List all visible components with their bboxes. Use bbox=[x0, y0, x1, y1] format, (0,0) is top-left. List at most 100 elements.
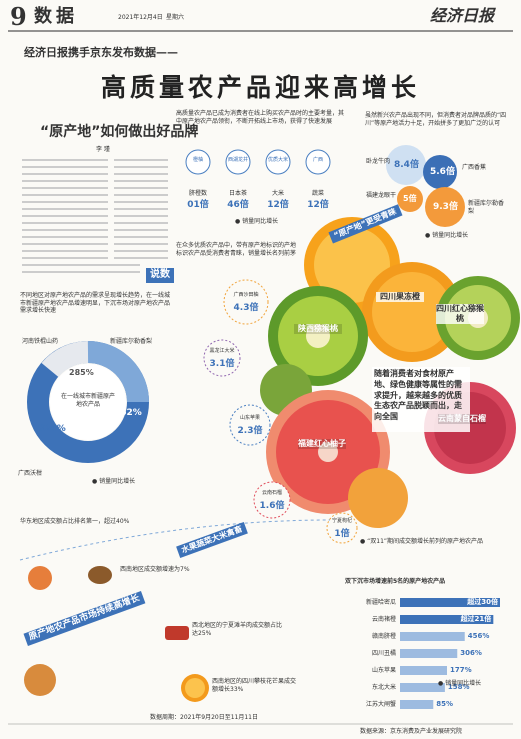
divider-curve bbox=[19, 519, 331, 561]
bar bbox=[400, 683, 445, 692]
donut-center: 在一线城市新疆原产地农产品 bbox=[60, 393, 115, 408]
market-item: 西北地区的宁夏滩羊肉成交额占比达25% bbox=[192, 622, 283, 637]
masthead: 经济日报 bbox=[430, 6, 495, 25]
quote: 随着消费者对食材原产地、绿色健康等属性的需求提升，越来越多的优质生态农产品脱颖而… bbox=[374, 369, 462, 422]
bubble-value: 8.4倍 bbox=[394, 160, 419, 170]
fruit-label: 福建红心柚子 bbox=[298, 439, 346, 449]
market-text: 华东地区成交额占比排名第一，超过40% bbox=[20, 518, 130, 525]
growth-label: 黑龙江大米 bbox=[209, 348, 235, 354]
bar-label: 456% bbox=[467, 632, 490, 640]
bar bbox=[400, 700, 434, 709]
growth-circles bbox=[203, 279, 358, 544]
stat-value: 12倍 bbox=[307, 200, 329, 210]
bubbles bbox=[386, 145, 465, 227]
bar-label: 超过30倍 bbox=[467, 598, 498, 606]
bar-name: 云南褚橙 bbox=[371, 616, 396, 623]
growth-value: 1.6倍 bbox=[259, 501, 285, 511]
donut-note: ● 销量同比增长 bbox=[92, 478, 136, 485]
bar-label: 85% bbox=[436, 700, 454, 708]
stat-icon: 西湖龙井 bbox=[227, 157, 248, 163]
bubble-value: 9.3倍 bbox=[433, 202, 458, 212]
ranking-title: 双下沉市场增速前5名的原产地农产品 bbox=[345, 578, 446, 585]
bubble-label: 广西香蕉 bbox=[462, 164, 487, 171]
bar-name: 新疆哈密瓜 bbox=[365, 599, 396, 606]
article-body-lines bbox=[22, 159, 168, 273]
bar-label: 177% bbox=[450, 666, 472, 674]
origin-caption: 在众多优质农产品中，带有原产地标识的产地标识农产品受消费者青睐，销量增长名列前茅 bbox=[176, 242, 297, 257]
bubble-value: 5.6倍 bbox=[430, 167, 455, 177]
stat-value: 12倍 bbox=[267, 200, 289, 210]
date: 2021年12月4日 bbox=[118, 14, 163, 21]
growth-label: 云南石榴 bbox=[261, 490, 282, 496]
bar-label: 306% bbox=[460, 649, 482, 657]
bar-label: 158% bbox=[447, 683, 470, 691]
growth-value: 1倍 bbox=[334, 529, 350, 539]
stat-value: 46倍 bbox=[227, 200, 249, 210]
market-item: 西南地区的四川攀枝花芒果成交额增长33% bbox=[212, 678, 297, 693]
donut-label: 河南铁棍山药 bbox=[22, 338, 59, 345]
fruit-label: 四川红心猕猴桃 bbox=[436, 304, 484, 324]
donut bbox=[27, 341, 149, 463]
stats-caption: 高质量农产品已成为消费者在线上购买农产品时的主要考量，其中原产地农产品领衔，不断… bbox=[176, 110, 345, 125]
stat-icon: 优质大米 bbox=[267, 157, 288, 163]
food-icons bbox=[24, 566, 209, 702]
bubbles-note: ● 销量同比增长 bbox=[425, 232, 469, 239]
bar-name: 四川丑橘 bbox=[371, 650, 396, 657]
bubble-label: 福建龙眼干 bbox=[366, 192, 397, 199]
fruit-label: 陕西猕猴桃 bbox=[294, 324, 342, 334]
weekday: 星期六 bbox=[166, 14, 185, 21]
origin-note: ● “双11”期间成交额增长前列的原产地农产品 bbox=[360, 538, 483, 545]
growth-value: 3.1倍 bbox=[209, 359, 235, 369]
bubble-label: 卧龙牛肉 bbox=[366, 158, 391, 165]
donut-value: 962% bbox=[114, 408, 142, 418]
bubble-value: 5倍 bbox=[403, 194, 417, 203]
article-author: 李 瑾 bbox=[96, 146, 110, 153]
donut-caption: 不同地区对原产地农产品的需求呈现增长趋势，在一线城市新疆原产地农产品增速明显，下… bbox=[20, 292, 171, 314]
stat-icon: 橙柚 bbox=[192, 157, 203, 163]
bubble-label: 新疆库尔勒香梨 bbox=[468, 200, 505, 215]
headline: 高质量农产品迎来高增长 bbox=[100, 73, 420, 102]
stat-label: 脐橙数 bbox=[188, 190, 207, 197]
page-number: 9 bbox=[10, 2, 27, 31]
bar bbox=[400, 598, 500, 607]
growth-value: 4.3倍 bbox=[233, 303, 259, 313]
section: 数据 bbox=[34, 6, 78, 27]
bar bbox=[400, 666, 448, 675]
kicker: 经济日报携手京东发布数据—— bbox=[24, 46, 178, 59]
ranking-note: ● 销量同比增长 bbox=[438, 680, 482, 687]
bar-name: 东北大米 bbox=[371, 684, 396, 691]
stat-label: 大米 bbox=[271, 190, 284, 197]
fruit-illustration bbox=[260, 217, 520, 528]
growth-label: 山东苹果 bbox=[239, 415, 260, 421]
donut-label: 广西沃柑 bbox=[18, 470, 43, 477]
donut-value: 824% bbox=[38, 424, 66, 434]
stats-note: ● 销量同比增长 bbox=[235, 218, 279, 225]
market-item: 西南地区成交额增速为7% bbox=[120, 566, 190, 573]
bar-name: 赣南脐橙 bbox=[371, 633, 396, 640]
quote-box bbox=[372, 367, 470, 432]
growth-label: 广西沙田柚 bbox=[233, 292, 259, 298]
section-tag: 说数 bbox=[146, 268, 174, 283]
donut-label: 新疆库尔勒香梨 bbox=[110, 338, 153, 345]
bar bbox=[400, 615, 494, 624]
article-title: “原产地”如何做出好品牌 bbox=[40, 124, 199, 140]
stat-icon: 广西 bbox=[312, 157, 323, 163]
bar-name: 山东苹果 bbox=[371, 667, 396, 674]
bar-name: 江苏大闸蟹 bbox=[365, 701, 396, 708]
fruit-label: 云南蒙自石榴 bbox=[438, 414, 486, 424]
bar bbox=[400, 632, 465, 641]
growth-value: 2.3倍 bbox=[237, 426, 263, 436]
bar-label: 超过21倍 bbox=[460, 615, 492, 623]
bar bbox=[400, 649, 458, 658]
stat-value: 01倍 bbox=[187, 200, 209, 210]
growth-label: 宁夏枸杞 bbox=[331, 518, 352, 524]
donut-value: 285% bbox=[69, 368, 94, 377]
stat-label: 蔬菜 bbox=[311, 190, 324, 197]
data-period: 数据周期：2021年9月20日至11月11日 bbox=[150, 714, 258, 721]
stat-circles bbox=[185, 149, 331, 175]
stat-label: 日本茶 bbox=[228, 190, 247, 197]
fruit-label: 四川果冻橙 bbox=[376, 292, 424, 302]
